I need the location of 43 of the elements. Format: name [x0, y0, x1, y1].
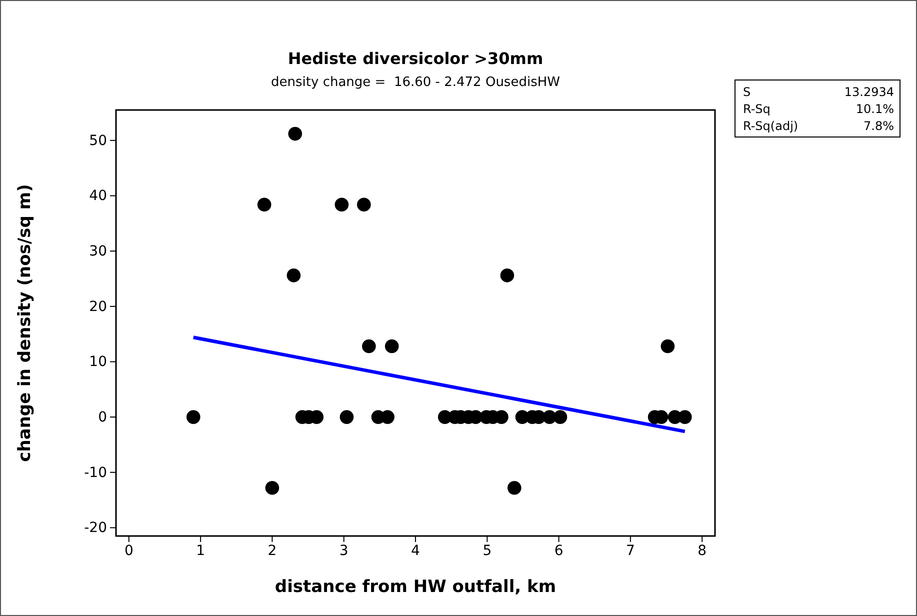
point [678, 410, 692, 424]
text: R-Sq [743, 102, 770, 116]
point [340, 410, 354, 424]
text: 13.2934 [844, 85, 894, 99]
point [257, 198, 272, 212]
x-tick-label: 5 [482, 542, 492, 559]
x-tick-label: 4 [411, 542, 420, 559]
point [288, 126, 302, 141]
y-tick-label: 50 [89, 132, 107, 149]
y-tick-label: -10 [84, 464, 107, 481]
x-tick-label: 6 [554, 542, 564, 559]
chart-title: Hediste diversicolor >30mm [288, 49, 544, 68]
x-tick-label: 1 [196, 542, 206, 559]
point [334, 198, 349, 212]
text: 7.8% [864, 119, 894, 133]
point [380, 410, 394, 424]
x-tick-label: 7 [626, 542, 635, 559]
y-tick-label: 40 [89, 188, 107, 204]
point [286, 268, 301, 282]
text: R-Sq(adj) [743, 119, 798, 133]
point [186, 410, 200, 424]
text: 10.1% [856, 102, 894, 116]
point [357, 198, 371, 212]
x-tick-label: 3 [339, 542, 348, 559]
x-tick-label: 2 [268, 542, 277, 559]
x-tick-label: 0 [124, 542, 134, 559]
y-tick-label: 20 [89, 298, 107, 315]
point [660, 339, 675, 354]
point [553, 410, 568, 424]
y-tick-label: 10 [89, 354, 107, 370]
y-tick-label: 30 [89, 244, 107, 260]
text: S [743, 85, 751, 99]
y-tick-label: -20 [84, 520, 107, 536]
point [265, 480, 280, 495]
point [362, 339, 376, 354]
chart-subtitle: density change = 16.60 - 2.472 OusedisHW [271, 75, 560, 90]
x-axis-title: distance from HW outfall, km [274, 577, 556, 597]
y-tick-label: 0 [98, 410, 107, 426]
x-tick-label: 8 [698, 542, 707, 559]
point [384, 339, 399, 354]
point [500, 268, 514, 282]
point [507, 480, 522, 495]
y-axis-title: change in density (nos/sq m) [15, 184, 35, 462]
